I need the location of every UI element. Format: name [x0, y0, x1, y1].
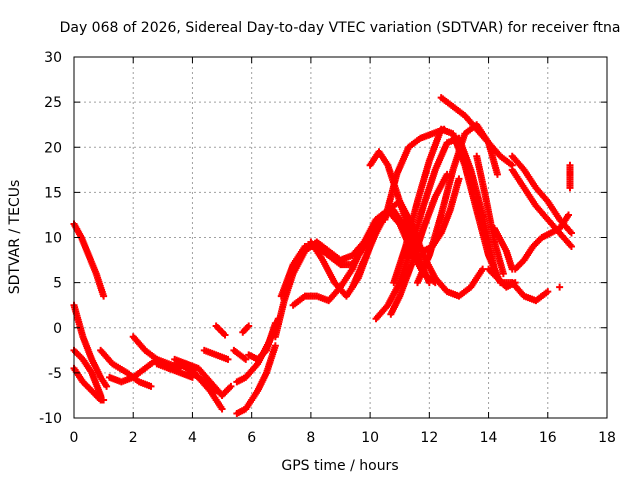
- data-point: [227, 382, 235, 390]
- series-track-30: [473, 152, 507, 278]
- series-track-13: [230, 346, 250, 363]
- x-axis-label: GPS time / hours: [281, 458, 398, 474]
- chart-title: Day 068 of 2026, Sidereal Day-to-day VTE…: [60, 20, 621, 36]
- data-point: [499, 270, 507, 278]
- y-tick-label: 5: [53, 276, 62, 292]
- data-point: [565, 211, 573, 219]
- y-tick-label: -10: [39, 411, 62, 427]
- series-track-29: [437, 94, 516, 169]
- series-track-12: [212, 322, 229, 339]
- y-axis-label: SDTVAR / TECUs: [7, 180, 23, 295]
- data-point: [271, 342, 279, 350]
- data-point: [566, 184, 574, 192]
- data-point: [544, 288, 552, 296]
- data-point: [224, 355, 232, 363]
- x-tick-label: 18: [598, 430, 616, 446]
- y-tick-label: 25: [44, 95, 62, 111]
- data-point: [242, 355, 250, 363]
- data-point: [567, 229, 575, 237]
- data-point: [479, 265, 487, 273]
- data-point: [100, 292, 108, 300]
- data-point: [245, 322, 253, 330]
- data-points: [70, 94, 575, 417]
- x-tick-label: 6: [247, 430, 256, 446]
- series-track-3: [70, 346, 105, 399]
- series-track-16: [233, 342, 279, 417]
- series-track-35: [511, 211, 573, 273]
- y-tick-label: -5: [48, 366, 62, 382]
- series-track-38: [566, 161, 574, 192]
- series-track-2: [70, 301, 111, 390]
- series-track-4: [70, 364, 108, 404]
- data-point: [567, 243, 575, 251]
- series-track-32: [490, 224, 516, 273]
- x-tick-label: 12: [420, 430, 438, 446]
- y-tick-label: 15: [44, 185, 62, 201]
- series-track-36: [508, 279, 552, 305]
- x-tick-label: 4: [188, 430, 197, 446]
- data-point: [103, 382, 111, 390]
- x-tick-label: 0: [70, 430, 79, 446]
- y-tick-label: 20: [44, 140, 62, 156]
- series-track-10: [183, 360, 235, 399]
- data-point: [556, 283, 564, 291]
- data-point: [147, 382, 155, 390]
- series-track-26: [387, 170, 451, 318]
- x-tick-label: 2: [129, 430, 138, 446]
- data-point: [493, 170, 501, 178]
- y-tick-label: 10: [44, 231, 62, 247]
- x-tick-label: 16: [539, 430, 557, 446]
- series-track-9: [171, 355, 226, 413]
- x-tick-label: 8: [306, 430, 315, 446]
- y-tick-label: 30: [44, 50, 62, 66]
- series-track-14: [239, 322, 253, 336]
- data-point: [218, 405, 226, 413]
- data-point: [455, 175, 463, 183]
- x-tick-label: 10: [361, 430, 379, 446]
- series-track-37: [556, 283, 564, 291]
- series-track-22: [348, 197, 487, 300]
- data-point: [425, 279, 433, 287]
- axis-ticks: 0 2 4 6 8 10 12 14 16 18 -10 -5 0 5 10 15 20 25 30: [39, 50, 616, 446]
- y-tick-label: 0: [53, 321, 62, 337]
- data-point: [221, 331, 229, 339]
- series-track-11: [200, 346, 232, 363]
- data-point: [100, 396, 108, 404]
- x-tick-label: 14: [480, 430, 498, 446]
